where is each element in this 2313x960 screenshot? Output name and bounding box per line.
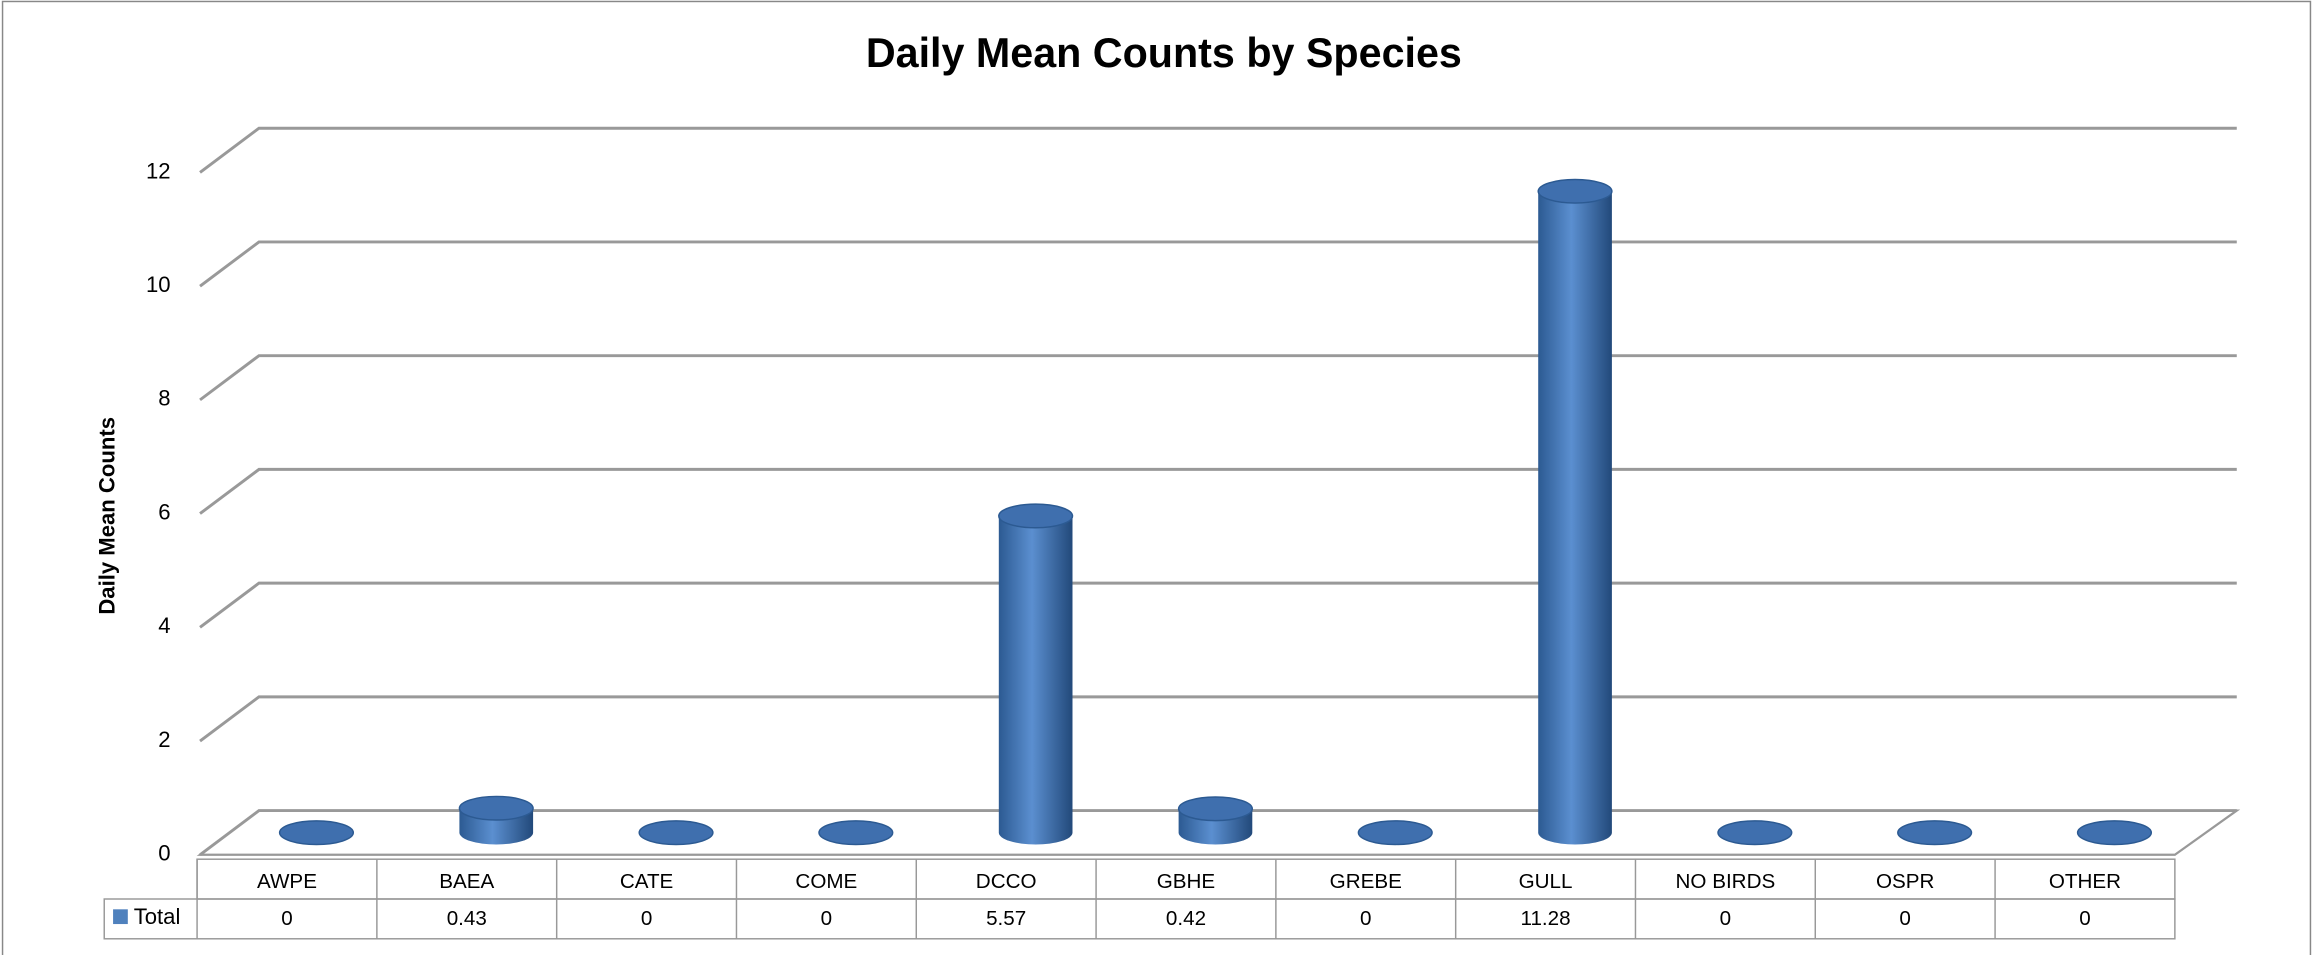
table-value: 0 [1899, 907, 1910, 930]
table-value: 0 [2079, 907, 2090, 930]
cylinder [1357, 820, 1433, 846]
legend-label: Total [134, 904, 181, 929]
x-tick-label: OTHER [2049, 870, 2121, 893]
y-tick-label: 6 [158, 499, 170, 524]
x-tick-label: CATE [620, 870, 673, 893]
cylinder [458, 795, 534, 845]
cylinder-top [1537, 178, 1613, 204]
table-value: 5.57 [986, 907, 1026, 930]
cylinder-top [998, 503, 1074, 529]
cylinder-body [1538, 191, 1612, 845]
x-tick-label: OSPR [1876, 870, 1934, 893]
grid-line [199, 695, 2237, 743]
grid-line [199, 581, 2237, 629]
table-value: 0 [281, 907, 292, 930]
cylinder [278, 820, 355, 846]
x-tick-label: DCCO [976, 870, 1037, 893]
table-value: 0.42 [1166, 907, 1206, 930]
cylinder [1537, 178, 1613, 845]
x-tick-label: AWPE [257, 870, 317, 893]
cylinder [998, 503, 1074, 845]
table-value: 0 [641, 907, 652, 930]
cylinder-top [2076, 820, 2153, 846]
cylinder-body [998, 515, 1073, 845]
x-tick-label: GULL [1519, 870, 1573, 893]
cylinder-top [1357, 820, 1433, 846]
grid-line [199, 240, 2237, 288]
table-value: 0 [821, 907, 832, 930]
y-tick-label: 0 [158, 841, 170, 866]
chart-title: Daily Mean Counts by Species [866, 30, 1462, 76]
y-axis-label: Daily Mean Counts [94, 417, 119, 615]
cylinder-top [458, 795, 534, 821]
x-tick-label: COME [795, 870, 857, 893]
x-tick-label: BAEA [439, 870, 494, 893]
table-border [103, 898, 2176, 940]
table-value: 11.28 [1521, 907, 1571, 930]
cylinder-top [1177, 796, 1254, 822]
cylinder-top [1897, 820, 1973, 846]
cylinder [2076, 820, 2153, 846]
grid-line [199, 354, 2237, 402]
table-value: 0 [1360, 907, 1371, 930]
cylinder-top [638, 820, 714, 846]
table-value: 0.43 [447, 907, 487, 930]
y-tick-label: 4 [158, 613, 170, 638]
cylinder [1897, 820, 1973, 846]
x-tick-label: GREBE [1330, 870, 1402, 893]
cylinder [638, 820, 714, 846]
cylinder [1177, 796, 1254, 845]
x-tick-label: GBHE [1157, 870, 1215, 893]
y-tick-label: 12 [146, 158, 171, 183]
cylinder-top [1717, 820, 1793, 846]
x-tick-label: NO BIRDS [1676, 870, 1776, 893]
table-value: 0 [1720, 907, 1731, 930]
grid-line [199, 467, 2237, 515]
cylinder [1717, 820, 1793, 846]
y-tick-label: 8 [158, 386, 170, 411]
cylinder-top [278, 820, 355, 846]
cylinder-top [818, 820, 894, 846]
cylinder [818, 820, 894, 846]
grid-line [199, 126, 2237, 174]
legend-swatch [113, 909, 128, 925]
y-tick-label: 10 [146, 272, 171, 297]
y-tick-label: 2 [158, 727, 170, 752]
